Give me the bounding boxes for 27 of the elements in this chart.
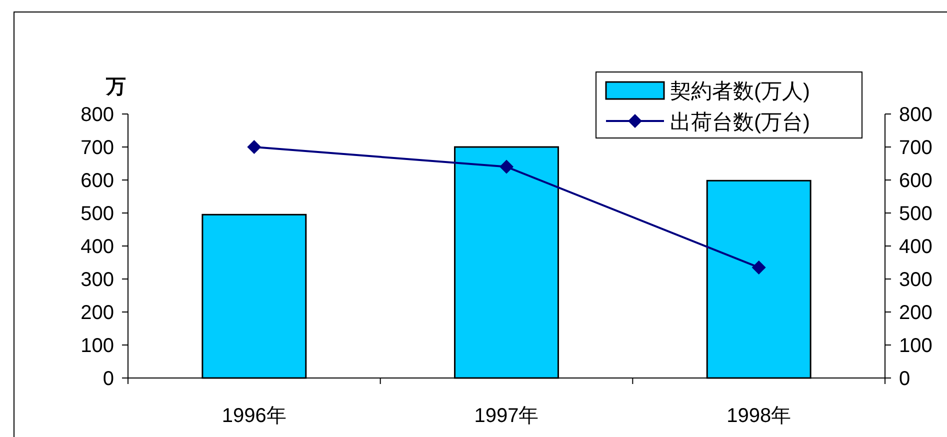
y2-tick-label: 0 xyxy=(899,368,910,390)
point xyxy=(752,260,766,274)
y2-tick-label: 100 xyxy=(899,335,932,357)
y2-tick-label: 800 xyxy=(899,104,932,126)
y-tick-label: 100 xyxy=(80,335,114,357)
y2-tick-label: 300 xyxy=(899,269,932,291)
y2-tick-label: 200 xyxy=(899,302,932,324)
y-tick-label: 500 xyxy=(80,203,114,225)
y2-tick-label: 500 xyxy=(899,203,932,225)
y-tick-label: 400 xyxy=(80,236,114,258)
y-tick-label: 200 xyxy=(80,302,114,324)
y2-tick-label: 700 xyxy=(899,137,932,159)
x-tick-label: 1998年 xyxy=(726,405,792,427)
legend-label: 出荷台数(万台) xyxy=(670,111,810,134)
y-tick-label: 800 xyxy=(80,104,114,126)
y2-tick-label: 600 xyxy=(899,170,932,192)
point xyxy=(500,160,514,174)
y-tick-label: 0 xyxy=(102,368,114,390)
y-axis-title: 万 xyxy=(105,76,126,98)
y-tick-label: 300 xyxy=(80,269,114,291)
point xyxy=(247,140,262,154)
x-tick-label: 1996年 xyxy=(222,405,286,427)
y2-tick-label: 400 xyxy=(899,236,932,258)
x-tick-label: 1997年 xyxy=(474,405,539,427)
y-tick-label: 700 xyxy=(80,137,114,159)
y-tick-label: 600 xyxy=(80,170,114,192)
legend-label: 契約者数(万人) xyxy=(670,80,810,103)
